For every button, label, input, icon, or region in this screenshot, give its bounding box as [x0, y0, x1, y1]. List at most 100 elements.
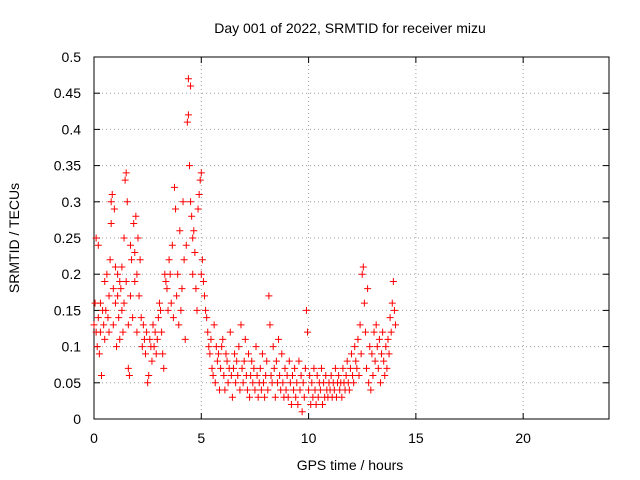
data-point	[143, 328, 151, 336]
data-point	[366, 343, 374, 351]
y-tick-label: 0	[73, 411, 81, 427]
data-point	[137, 314, 145, 322]
data-point	[119, 328, 127, 336]
data-point	[180, 256, 188, 264]
data-point	[195, 191, 203, 199]
data-point	[276, 372, 284, 380]
data-point	[345, 386, 353, 394]
data-point	[359, 263, 367, 271]
data-point	[214, 350, 222, 358]
data-point	[380, 357, 388, 365]
data-point	[236, 386, 244, 394]
data-point	[388, 299, 396, 307]
data-point	[122, 277, 130, 285]
data-point	[338, 393, 346, 401]
data-point	[351, 343, 359, 351]
axis-ticks	[93, 56, 609, 420]
data-point	[189, 270, 197, 278]
data-point	[275, 335, 283, 343]
data-point	[224, 379, 232, 387]
x-tick-labels: 0 5 10 15 20	[90, 430, 531, 446]
data-point	[223, 357, 231, 365]
data-point	[370, 328, 378, 336]
data-point	[197, 270, 205, 278]
data-point	[184, 75, 192, 83]
data-point	[381, 372, 389, 380]
data-point	[123, 198, 131, 206]
data-point	[282, 386, 290, 394]
data-point	[105, 292, 113, 300]
y-tick-label: 0.25	[54, 230, 81, 246]
data-point	[304, 328, 312, 336]
data-point	[114, 270, 122, 278]
data-point	[173, 292, 181, 300]
data-point	[270, 364, 278, 372]
data-point	[375, 335, 383, 343]
y-tick-label: 0.15	[54, 302, 81, 318]
data-point	[371, 357, 379, 365]
data-point	[157, 306, 165, 314]
data-point	[313, 372, 321, 380]
data-point	[118, 263, 126, 271]
data-point	[319, 401, 327, 409]
data-point	[204, 328, 212, 336]
data-point	[111, 263, 119, 271]
data-point	[205, 343, 213, 351]
x-tick-label: 10	[301, 430, 317, 446]
data-point	[117, 285, 125, 293]
data-point	[98, 372, 106, 380]
data-point	[175, 321, 183, 329]
data-point	[192, 285, 200, 293]
data-point	[297, 372, 305, 380]
data-point	[95, 350, 103, 358]
data-point	[222, 350, 230, 358]
data-point	[247, 372, 255, 380]
data-point	[272, 357, 280, 365]
data-point	[391, 321, 399, 329]
data-point	[386, 314, 394, 322]
data-point	[233, 357, 241, 365]
data-point	[104, 314, 112, 322]
data-point	[209, 372, 217, 380]
y-tick-label: 0.35	[54, 158, 81, 174]
data-point	[169, 314, 177, 322]
x-tick-label: 20	[515, 430, 531, 446]
data-point	[133, 270, 141, 278]
data-point	[271, 393, 279, 401]
data-point	[385, 350, 393, 358]
data-point	[267, 372, 275, 380]
data-point	[241, 335, 249, 343]
data-point	[111, 299, 119, 307]
data-point	[114, 292, 122, 300]
data-point	[194, 205, 202, 213]
data-point	[206, 350, 214, 358]
data-point	[295, 357, 303, 365]
grid-lines	[94, 57, 609, 419]
data-point	[256, 364, 264, 372]
data-point	[226, 328, 234, 336]
data-point	[365, 379, 373, 387]
data-point	[232, 379, 240, 387]
data-point	[105, 328, 113, 336]
data-point	[221, 386, 229, 394]
data-point	[132, 212, 140, 220]
data-point	[213, 357, 221, 365]
data-point	[248, 357, 256, 365]
data-point	[92, 234, 100, 242]
data-point	[142, 350, 149, 358]
data-point	[373, 343, 381, 351]
y-tick-label: 0.2	[62, 266, 82, 282]
data-point	[189, 234, 197, 242]
data-point	[238, 364, 246, 372]
data-point	[149, 321, 157, 329]
data-point	[387, 328, 395, 336]
data-point	[191, 248, 199, 256]
data-point	[164, 306, 172, 314]
data-point	[187, 82, 195, 90]
data-point	[115, 314, 123, 322]
y-axis-title: SRMTID / TECUs	[6, 183, 22, 293]
data-point	[144, 379, 152, 387]
data-point	[235, 343, 243, 351]
data-point	[211, 379, 219, 387]
data-point	[231, 350, 239, 358]
